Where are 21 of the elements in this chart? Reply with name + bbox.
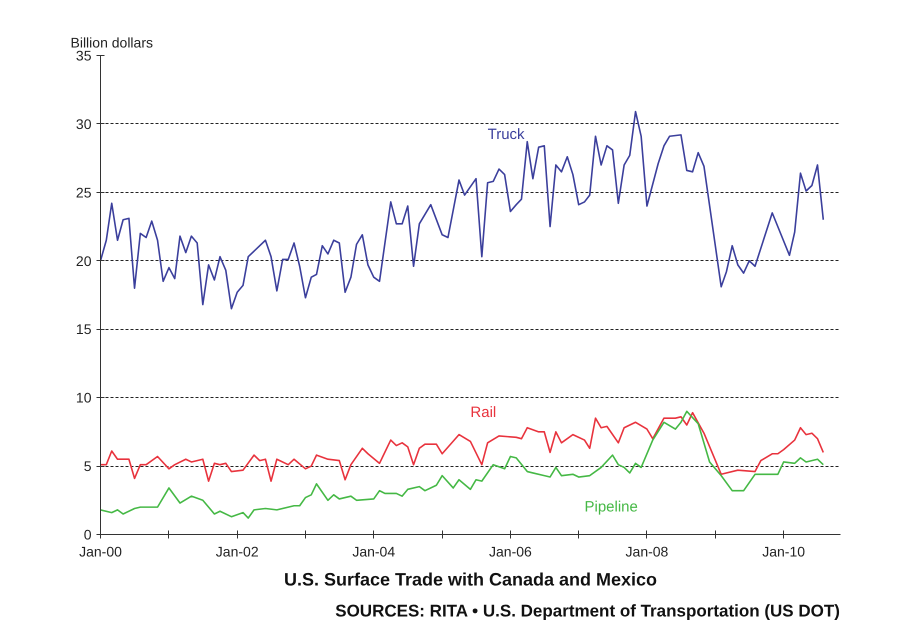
y-tick-label: 5	[84, 458, 92, 474]
x-tick-label: Jan-00	[79, 544, 122, 560]
y-tick-label: 20	[76, 252, 92, 269]
y-tick-label: 15	[76, 321, 92, 338]
x-tick-label: Jan-10	[762, 544, 806, 560]
y-tick-label: 30	[76, 116, 92, 132]
x-tick-label: Jan-04	[352, 544, 396, 560]
y-tick-label: 10	[76, 390, 92, 406]
x-tick-label: Jan-08	[626, 544, 669, 560]
y-tick-label: 35	[76, 48, 92, 64]
source-note: SOURCES: RITA • U.S. Department of Transportation (US DOT)	[335, 602, 840, 620]
x-tick-label: Jan-06	[489, 544, 532, 560]
series-label: Pipeline	[584, 498, 638, 516]
text: U.S. Surface Trade with Canada and Mexico	[284, 570, 658, 590]
series-label: Rail	[470, 404, 496, 421]
line-series	[100, 110, 824, 310]
series-label: Truck	[488, 126, 526, 144]
x-tick-label: Jan-02	[216, 544, 259, 560]
y-axis-title: Billion dollars	[70, 34, 153, 50]
y-tick-label: 0	[84, 526, 92, 542]
y-tick-label: 25	[76, 184, 92, 200]
